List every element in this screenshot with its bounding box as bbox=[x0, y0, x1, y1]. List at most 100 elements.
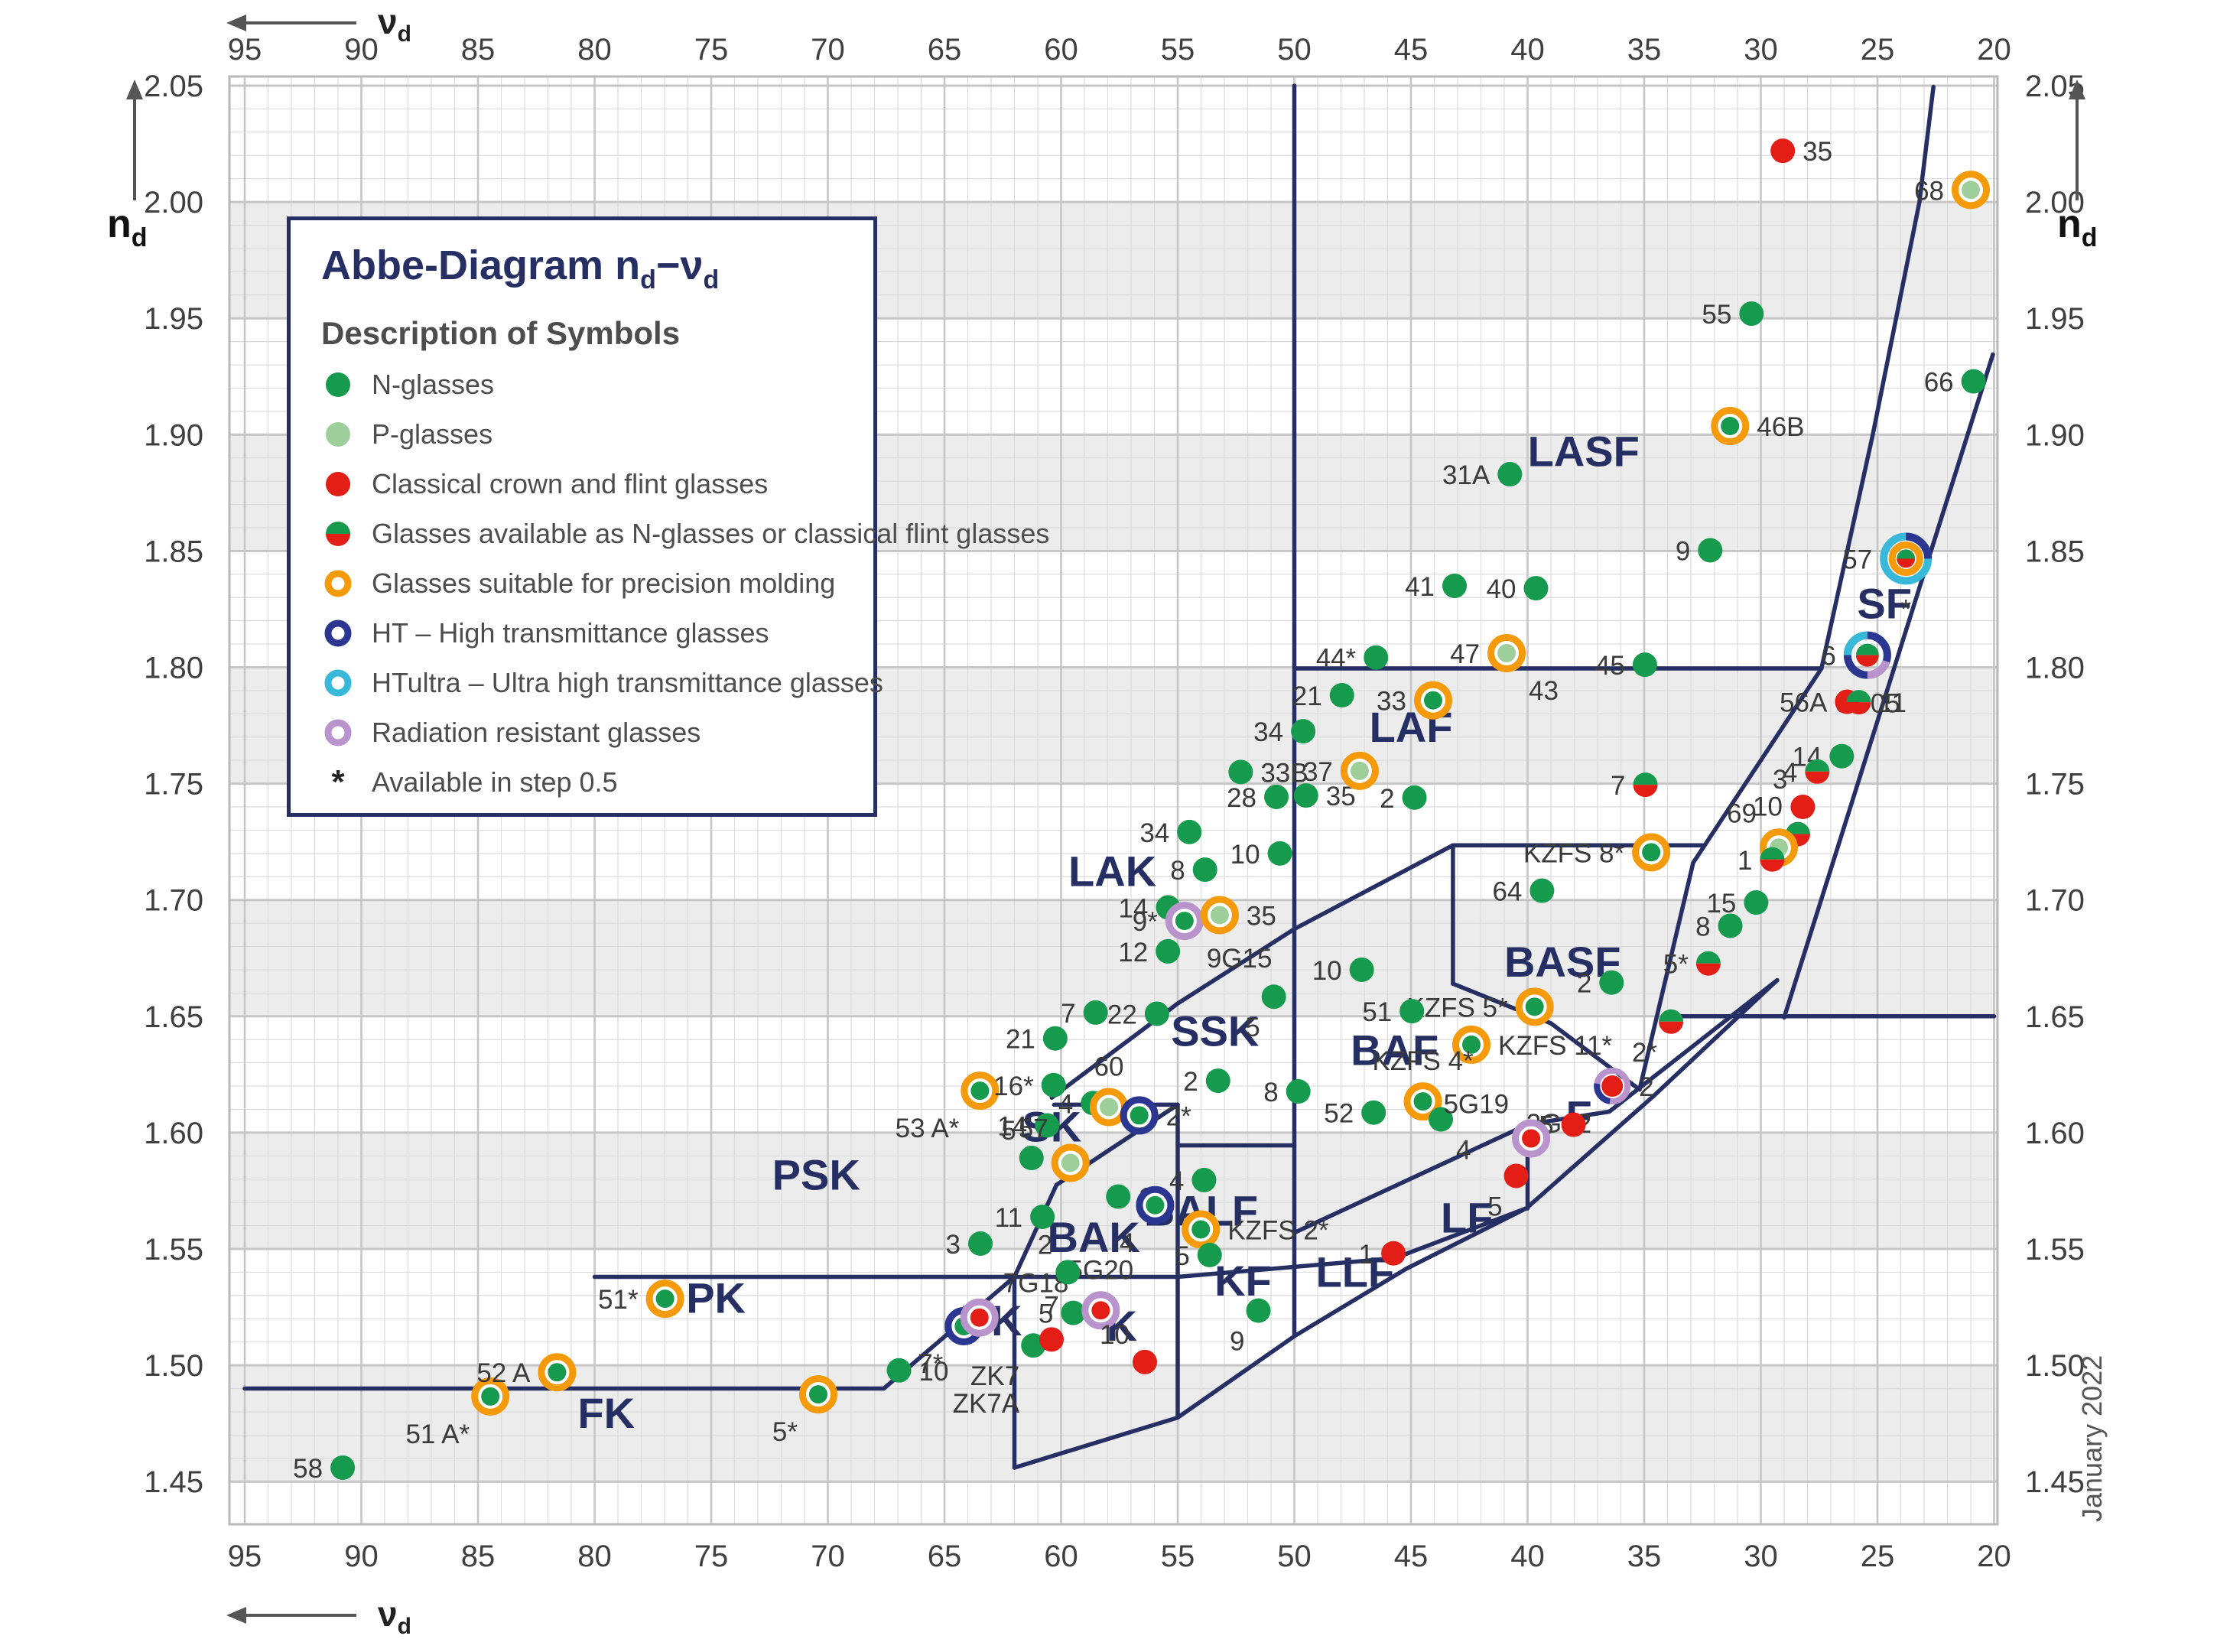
y-axis-arrow-left: nd bbox=[107, 80, 148, 252]
legend-swatch-c-icon bbox=[321, 467, 355, 501]
glass-point-28: 28 bbox=[1227, 783, 1289, 813]
legend-swatch-ht-icon bbox=[321, 616, 355, 650]
glass-point-KZFS4: KZFS 4* bbox=[1372, 1046, 1474, 1121]
legend-item-6: HTultra – Ultra high transmittance glass… bbox=[321, 666, 883, 700]
date-note: January 2022 bbox=[2076, 1355, 2108, 1522]
x-tick-top: 20 bbox=[1977, 33, 2011, 67]
y-tick-right: 1.75 bbox=[2025, 768, 2085, 802]
glass-label: 52 A bbox=[476, 1358, 531, 1388]
legend-title-formula: nd−νd bbox=[615, 242, 720, 294]
glass-point-3: 3 bbox=[946, 1230, 993, 1260]
region-label-kf: KF bbox=[1214, 1257, 1272, 1305]
glass-label: 57 bbox=[1019, 1114, 1048, 1143]
glass-label: 28 bbox=[1227, 783, 1256, 813]
legend-item-4: Glasses suitable for precision molding bbox=[321, 567, 850, 600]
glass-point-46B: 46B bbox=[1711, 407, 1805, 446]
glass-point-66: 66 bbox=[1924, 368, 1986, 398]
glass-label: 2* bbox=[1632, 1038, 1657, 1068]
glass-label: 9* bbox=[1133, 907, 1158, 937]
glass-point-2: 2 bbox=[1038, 1230, 1081, 1285]
glass-label: 2 bbox=[1380, 784, 1394, 814]
glass-label: 7* bbox=[918, 1349, 943, 1379]
y-tick-right: 1.45 bbox=[2025, 1465, 2085, 1499]
glass-point-51: 51* bbox=[598, 1280, 684, 1319]
glass-label: ZK7 bbox=[970, 1361, 1019, 1391]
x-tick-bottom: 20 bbox=[1977, 1540, 2011, 1573]
glass-point-37: 37 bbox=[1303, 751, 1379, 790]
glass-label: 58 bbox=[293, 1454, 323, 1484]
region-boundaries bbox=[242, 83, 1997, 1470]
boundary-line bbox=[1525, 977, 1780, 1127]
glass-point-45: 45 bbox=[1595, 651, 1657, 681]
glass-label: 45 bbox=[1595, 651, 1625, 681]
glass-label: 11 bbox=[1879, 688, 1907, 718]
legend-item-0: N-glasses bbox=[321, 368, 850, 402]
glass-point-16: 16* bbox=[993, 1072, 1066, 1101]
y-tick-left: 1.65 bbox=[144, 1000, 203, 1034]
y-tick-left: 2.00 bbox=[144, 186, 203, 220]
glass-label: 44* bbox=[1316, 644, 1357, 674]
glass-point-51: 51 bbox=[1362, 997, 1425, 1027]
x-tick-bottom: 50 bbox=[1277, 1540, 1312, 1573]
glass-label: 5* bbox=[1663, 950, 1689, 980]
glass-label: 69 bbox=[1727, 798, 1757, 828]
y-tick-right: 1.90 bbox=[2025, 418, 2085, 452]
x-tick-bottom: 35 bbox=[1627, 1540, 1662, 1573]
glass-sublabel: 43 bbox=[1529, 676, 1559, 706]
glass-point-14: 14 bbox=[997, 1111, 1060, 1141]
legend-box: Abbe-Diagram nd−νd Description of Symbol… bbox=[287, 216, 1049, 817]
glass-point-4: 4 bbox=[1169, 1166, 1217, 1196]
x-tick-top: 25 bbox=[1861, 33, 1895, 67]
glass-label: 10 bbox=[919, 1357, 949, 1387]
glass-point-47: 47 43 bbox=[1450, 633, 1559, 706]
region-label-pk: PK bbox=[686, 1274, 746, 1322]
region-label-bak: BAK bbox=[1048, 1213, 1140, 1261]
glass-label: 51 A* bbox=[405, 1419, 470, 1449]
glass-label: 4 bbox=[1169, 1166, 1184, 1196]
region-label-psk: PSK bbox=[772, 1150, 860, 1198]
glass-label: 51 bbox=[1362, 997, 1392, 1027]
glass-point-11: 11 bbox=[995, 1203, 1055, 1233]
glass-label: 64 bbox=[1492, 877, 1522, 907]
glass-point-22: 22 bbox=[1107, 1000, 1169, 1029]
glass-point-5: 5 bbox=[1487, 1163, 1529, 1221]
glass-point-51A: 51 A* bbox=[405, 1377, 510, 1449]
glass-point-5G19: 5G19 bbox=[1443, 1090, 1551, 1158]
glass-point-8: 8 bbox=[1170, 856, 1217, 886]
glass-label: 5* bbox=[772, 1417, 798, 1447]
glass-label: 10 bbox=[1312, 956, 1342, 986]
boundary-line bbox=[1012, 1206, 1529, 1280]
y-tick-left: 1.55 bbox=[144, 1233, 203, 1267]
glass-point-31A: 31A bbox=[1442, 460, 1523, 490]
glass-label: 53 A* bbox=[896, 1114, 960, 1143]
glass-label: 3 bbox=[946, 1230, 961, 1260]
legend-item-label: Available in step 0.5 bbox=[372, 766, 618, 798]
glass-point-4: 4 bbox=[1429, 1107, 1471, 1166]
glass-label: 4 bbox=[1058, 1089, 1073, 1119]
glass-label: 5G19 bbox=[1443, 1090, 1509, 1120]
x-tick-top: 65 bbox=[928, 33, 962, 67]
glass-label: 2 bbox=[1639, 1072, 1653, 1102]
glass-label: 14 bbox=[997, 1111, 1027, 1141]
x-axis-arrow-top: νd bbox=[226, 2, 411, 47]
x-tick-top: 40 bbox=[1510, 33, 1545, 67]
glass-label: 7 bbox=[1611, 771, 1625, 801]
glass-label: 10 bbox=[1753, 792, 1783, 822]
x-tick-bottom: 95 bbox=[228, 1540, 262, 1573]
x-tick-top: 95 bbox=[228, 33, 262, 67]
glass-label: 5 bbox=[1245, 1013, 1260, 1042]
glass-label: 11 bbox=[995, 1203, 1022, 1233]
glass-point-10: 10 bbox=[1312, 956, 1374, 986]
y-axis-arrow-right: nd bbox=[2057, 80, 2098, 252]
glass-label: 35 bbox=[1803, 137, 1832, 167]
legend-item-label: Glasses suitable for precision molding bbox=[372, 567, 836, 599]
glass-label: 1 bbox=[1359, 1240, 1373, 1270]
glass-point-7: 7 bbox=[1611, 771, 1658, 801]
glass-label: KZFS 11* bbox=[1498, 1031, 1613, 1061]
legend-item-label: HT – High transmittance glasses bbox=[372, 616, 769, 649]
region-label-lf: LF bbox=[1441, 1194, 1493, 1242]
glass-point-7: 7 bbox=[1039, 1291, 1064, 1352]
y-tick-right: 1.95 bbox=[2025, 302, 2085, 336]
glass-label: 6 bbox=[1821, 642, 1835, 672]
